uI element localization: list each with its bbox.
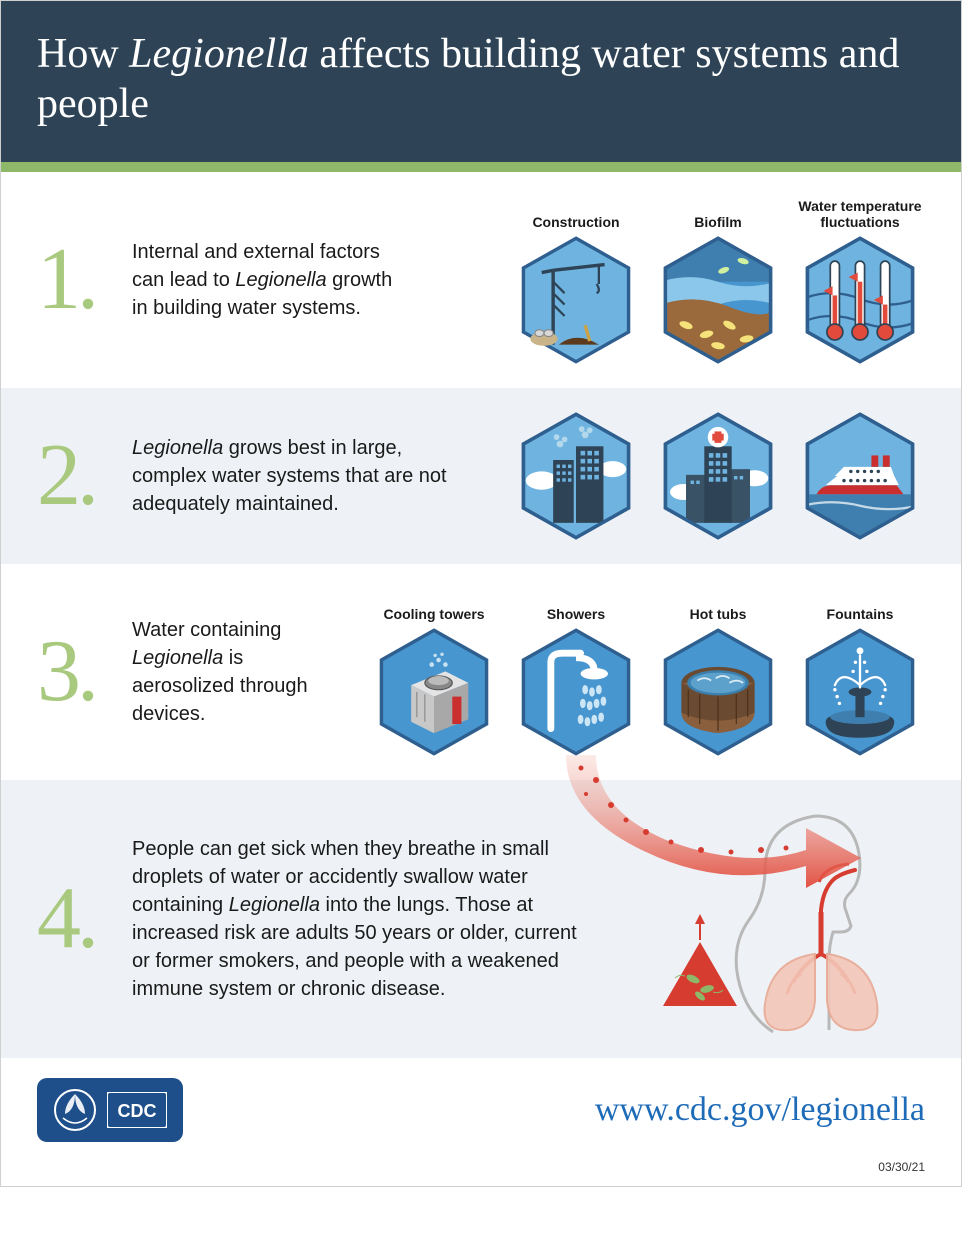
icon-label: Showers <box>547 588 605 622</box>
cooling-tower-icon <box>375 628 493 756</box>
section-3: 3. Water containing Legionella is aeroso… <box>1 564 961 780</box>
page-title: How Legionella affects building water sy… <box>37 29 925 130</box>
header-accent-stripe <box>1 162 961 172</box>
infographic-page: How Legionella affects building water sy… <box>0 0 962 1187</box>
section-number: 1. <box>37 240 132 319</box>
construction-icon <box>517 236 635 364</box>
fountain-icon <box>801 628 919 756</box>
icon-col-construction: Construction <box>511 196 641 364</box>
svg-text:CDC: CDC <box>118 1101 157 1121</box>
icon-col-fountain: Fountains <box>795 588 925 756</box>
icon-label: Fountains <box>827 588 894 622</box>
shower-icon <box>517 628 635 756</box>
icon-label: Hot tubs <box>690 588 747 622</box>
icon-col-biofilm: Biofilm <box>653 196 783 364</box>
hot-tub-icon <box>659 628 777 756</box>
section-2: 2. Legionella grows best in large, compl… <box>1 388 961 564</box>
icon-label: Construction <box>532 196 619 230</box>
section-description: Legionella grows best in large, complex … <box>132 434 482 518</box>
water-temperature-icon <box>801 236 919 364</box>
icon-col-cooling-tower: Cooling towers <box>369 588 499 756</box>
section-description: Internal and external factors can lead t… <box>132 238 422 322</box>
section-number: 3. <box>37 632 132 711</box>
cdc-logo-icon: CDC <box>107 1092 167 1128</box>
page-footer: CDC www.cdc.gov/legionella <box>1 1058 961 1160</box>
section-1: 1. Internal and external factors can lea… <box>1 172 961 388</box>
icon-col-hospital <box>653 412 783 540</box>
icon-row <box>511 412 925 540</box>
icon-row: Cooling towers <box>369 588 925 756</box>
icon-col-ship <box>795 412 925 540</box>
hospital-building-icon <box>659 412 777 540</box>
icon-label: Cooling towers <box>383 588 484 622</box>
icon-label: Biofilm <box>694 196 741 230</box>
icon-row: Construction <box>511 196 925 364</box>
section-number: 4. <box>37 879 132 958</box>
cruise-ship-icon <box>801 412 919 540</box>
footer-date: 03/30/21 <box>1 1160 961 1186</box>
hhs-seal-icon <box>53 1088 97 1132</box>
icon-col-office <box>511 412 641 540</box>
title-prefix: How <box>37 31 129 77</box>
section-number: 2. <box>37 436 132 515</box>
aerosol-arrow-icon <box>446 750 876 890</box>
icon-col-shower: Showers <box>511 588 641 756</box>
icon-col-water-temp: Water temperature fluctuations <box>795 196 925 364</box>
biofilm-icon <box>659 236 777 364</box>
page-header: How Legionella affects building water sy… <box>1 1 961 162</box>
section-description: Water containing Legionella is aerosoliz… <box>132 616 362 728</box>
title-italic: Legionella <box>129 31 309 77</box>
footer-url: www.cdc.gov/legionella <box>595 1091 925 1129</box>
cdc-logo-badge: CDC <box>37 1078 183 1142</box>
icon-col-hot-tub: Hot tubs <box>653 588 783 756</box>
office-building-icon <box>517 412 635 540</box>
icon-label: Water temperature fluctuations <box>795 196 925 230</box>
